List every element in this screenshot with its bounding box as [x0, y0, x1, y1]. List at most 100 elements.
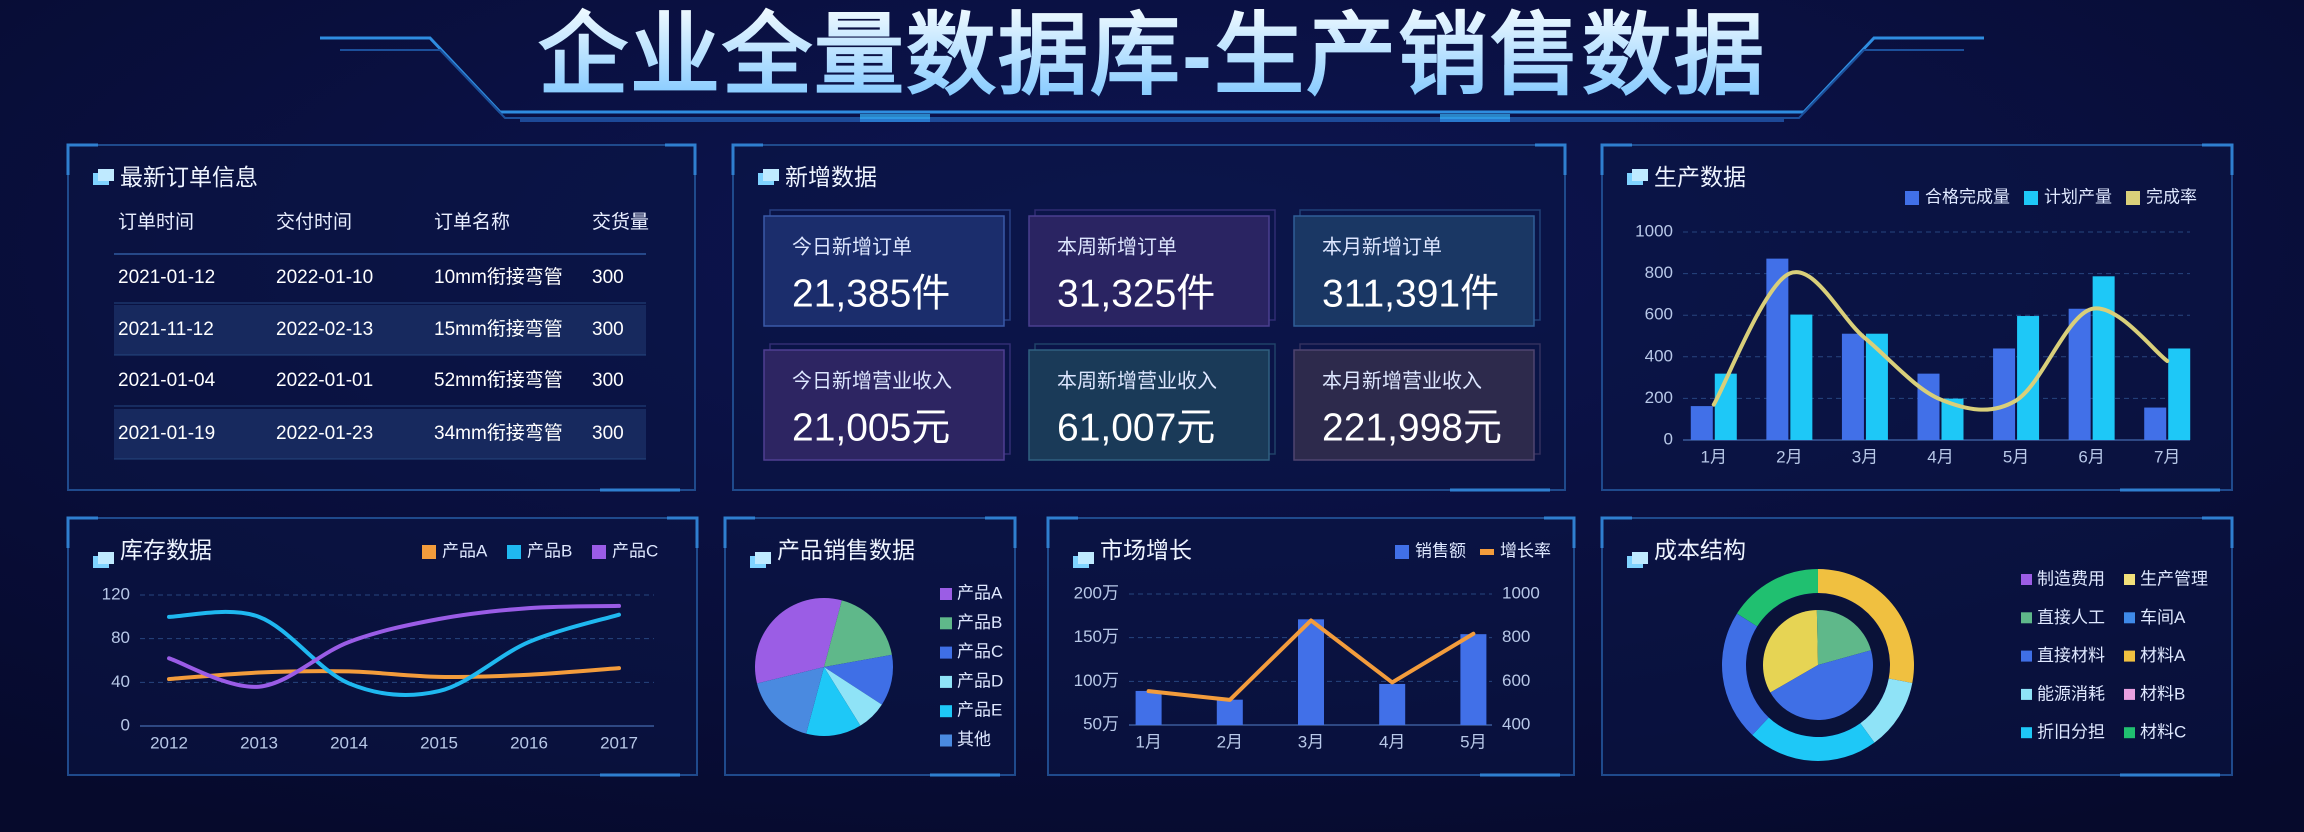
legend-label: 直接人工 [2037, 608, 2105, 627]
legend-label: 其他 [957, 730, 991, 749]
legend-swatch [2124, 650, 2135, 662]
x-tick-label: 5月 [2003, 447, 2029, 466]
legend-swatch [2024, 191, 2038, 205]
legend-swatch [2124, 574, 2135, 585]
card-value: 21,385件 [792, 272, 950, 315]
table-cell: 300 [592, 370, 624, 391]
y-tick-label: 0 [121, 715, 130, 734]
table-cell: 2022-01-01 [276, 370, 373, 391]
legend-label: 计划产量 [2044, 187, 2112, 206]
bar [1216, 699, 1243, 725]
legend-swatch [2021, 612, 2032, 624]
x-tick-label: 5月 [1460, 732, 1486, 751]
bar [1690, 406, 1713, 440]
bar [1460, 634, 1487, 725]
legend-swatch [2124, 688, 2135, 700]
card-label: 今日新增订单 [792, 235, 912, 258]
legend-swatch [940, 588, 952, 600]
slice [1763, 610, 1818, 693]
x-tick-label: 2014 [330, 733, 368, 752]
stat-card [1293, 349, 1535, 461]
bar [1993, 348, 2016, 440]
legend-swatch [2021, 727, 2032, 739]
x-tick-label: 2016 [510, 733, 548, 752]
x-tick-label: 2月 [1776, 447, 1802, 466]
panel-title: 库存数据 [120, 537, 212, 563]
legend-swatch [2021, 574, 2032, 585]
table-header: 交付时间 [276, 211, 352, 233]
x-tick-label: 2015 [420, 733, 458, 752]
legend-label: 能源消耗 [2037, 684, 2105, 703]
table-row-band [114, 409, 646, 459]
slice [756, 667, 824, 734]
legend-label: 车间A [2140, 608, 2186, 627]
slice [1860, 678, 1913, 743]
panel-title: 成本结构 [1654, 537, 1746, 563]
table-header: 订单时间 [118, 211, 194, 233]
card-value: 221,998元 [1322, 406, 1502, 449]
panel-title: 生产数据 [1654, 164, 1746, 190]
line-series [167, 603, 621, 689]
table-row-band [114, 305, 646, 355]
slice [1816, 610, 1871, 665]
legend-label: 增长率 [1500, 541, 1551, 560]
y-tick-label: 800 [1502, 627, 1530, 646]
legend-label: 材料C [2140, 723, 2186, 742]
y-tick-label: 400 [1502, 714, 1530, 733]
x-tick-label: 1月 [1135, 732, 1161, 751]
legend-label: 产品A [957, 583, 1003, 602]
legend-swatch [940, 734, 952, 747]
slice [1722, 613, 1769, 735]
slice [1752, 717, 1875, 762]
x-tick-label: 7月 [2154, 447, 2180, 466]
table-cell: 52mm衔接弯管 [434, 369, 563, 391]
legend-swatch [1905, 191, 1919, 205]
x-tick-label: 6月 [2078, 447, 2104, 466]
bar [1135, 690, 1162, 725]
card-value: 31,325件 [1057, 272, 1215, 315]
table-header: 订单名称 [434, 211, 510, 233]
y-tick-label: 150万 [1074, 627, 1119, 646]
y-tick-label: 50万 [1083, 714, 1119, 733]
legend-label: 销售额 [1415, 541, 1466, 560]
table-cell: 2021-01-12 [118, 267, 215, 288]
table-header: 交货量 [592, 211, 649, 233]
slice [824, 654, 893, 705]
line-series [167, 666, 621, 682]
line-series [167, 609, 621, 697]
legend-label: 产品C [612, 541, 658, 560]
bar [2168, 348, 2191, 440]
table-cell: 34mm衔接弯管 [434, 422, 563, 444]
y-tick-label: 80 [111, 628, 130, 647]
panel-title: 最新订单信息 [120, 164, 258, 190]
legend-label: 生产管理 [2140, 569, 2208, 588]
slice [1736, 569, 1818, 627]
y-tick-label: 120 [102, 584, 130, 603]
table-cell: 300 [592, 319, 624, 340]
y-tick-label: 200 [1645, 388, 1673, 407]
stat-card [763, 215, 1005, 327]
bar [2144, 407, 2167, 440]
stat-card [1028, 215, 1270, 327]
table-cell: 2021-01-04 [118, 370, 216, 391]
legend-label: 材料B [2140, 684, 2185, 703]
legend-label: 折旧分担 [2037, 723, 2105, 742]
x-tick-label: 2月 [1217, 732, 1243, 751]
y-tick-label: 800 [1645, 263, 1673, 282]
legend-swatch [1395, 545, 1409, 559]
bar [2092, 276, 2115, 440]
card-label: 本周新增营业收入 [1057, 369, 1217, 392]
x-tick-label: 4月 [1379, 732, 1405, 751]
stat-card [1293, 215, 1535, 327]
y-tick-label: 600 [1502, 671, 1530, 690]
legend-label: 材料A [2140, 646, 2186, 665]
card-value: 21,005元 [792, 406, 950, 449]
bar [2068, 308, 2091, 440]
legend-swatch [2124, 727, 2135, 739]
legend-label: 制造费用 [2037, 569, 2105, 588]
line-series [1146, 618, 1476, 702]
legend-label: 完成率 [2146, 187, 2197, 206]
panel-title: 市场增长 [1100, 537, 1192, 563]
legend-label: 产品B [957, 613, 1002, 632]
legend-label: 产品E [957, 701, 1002, 720]
